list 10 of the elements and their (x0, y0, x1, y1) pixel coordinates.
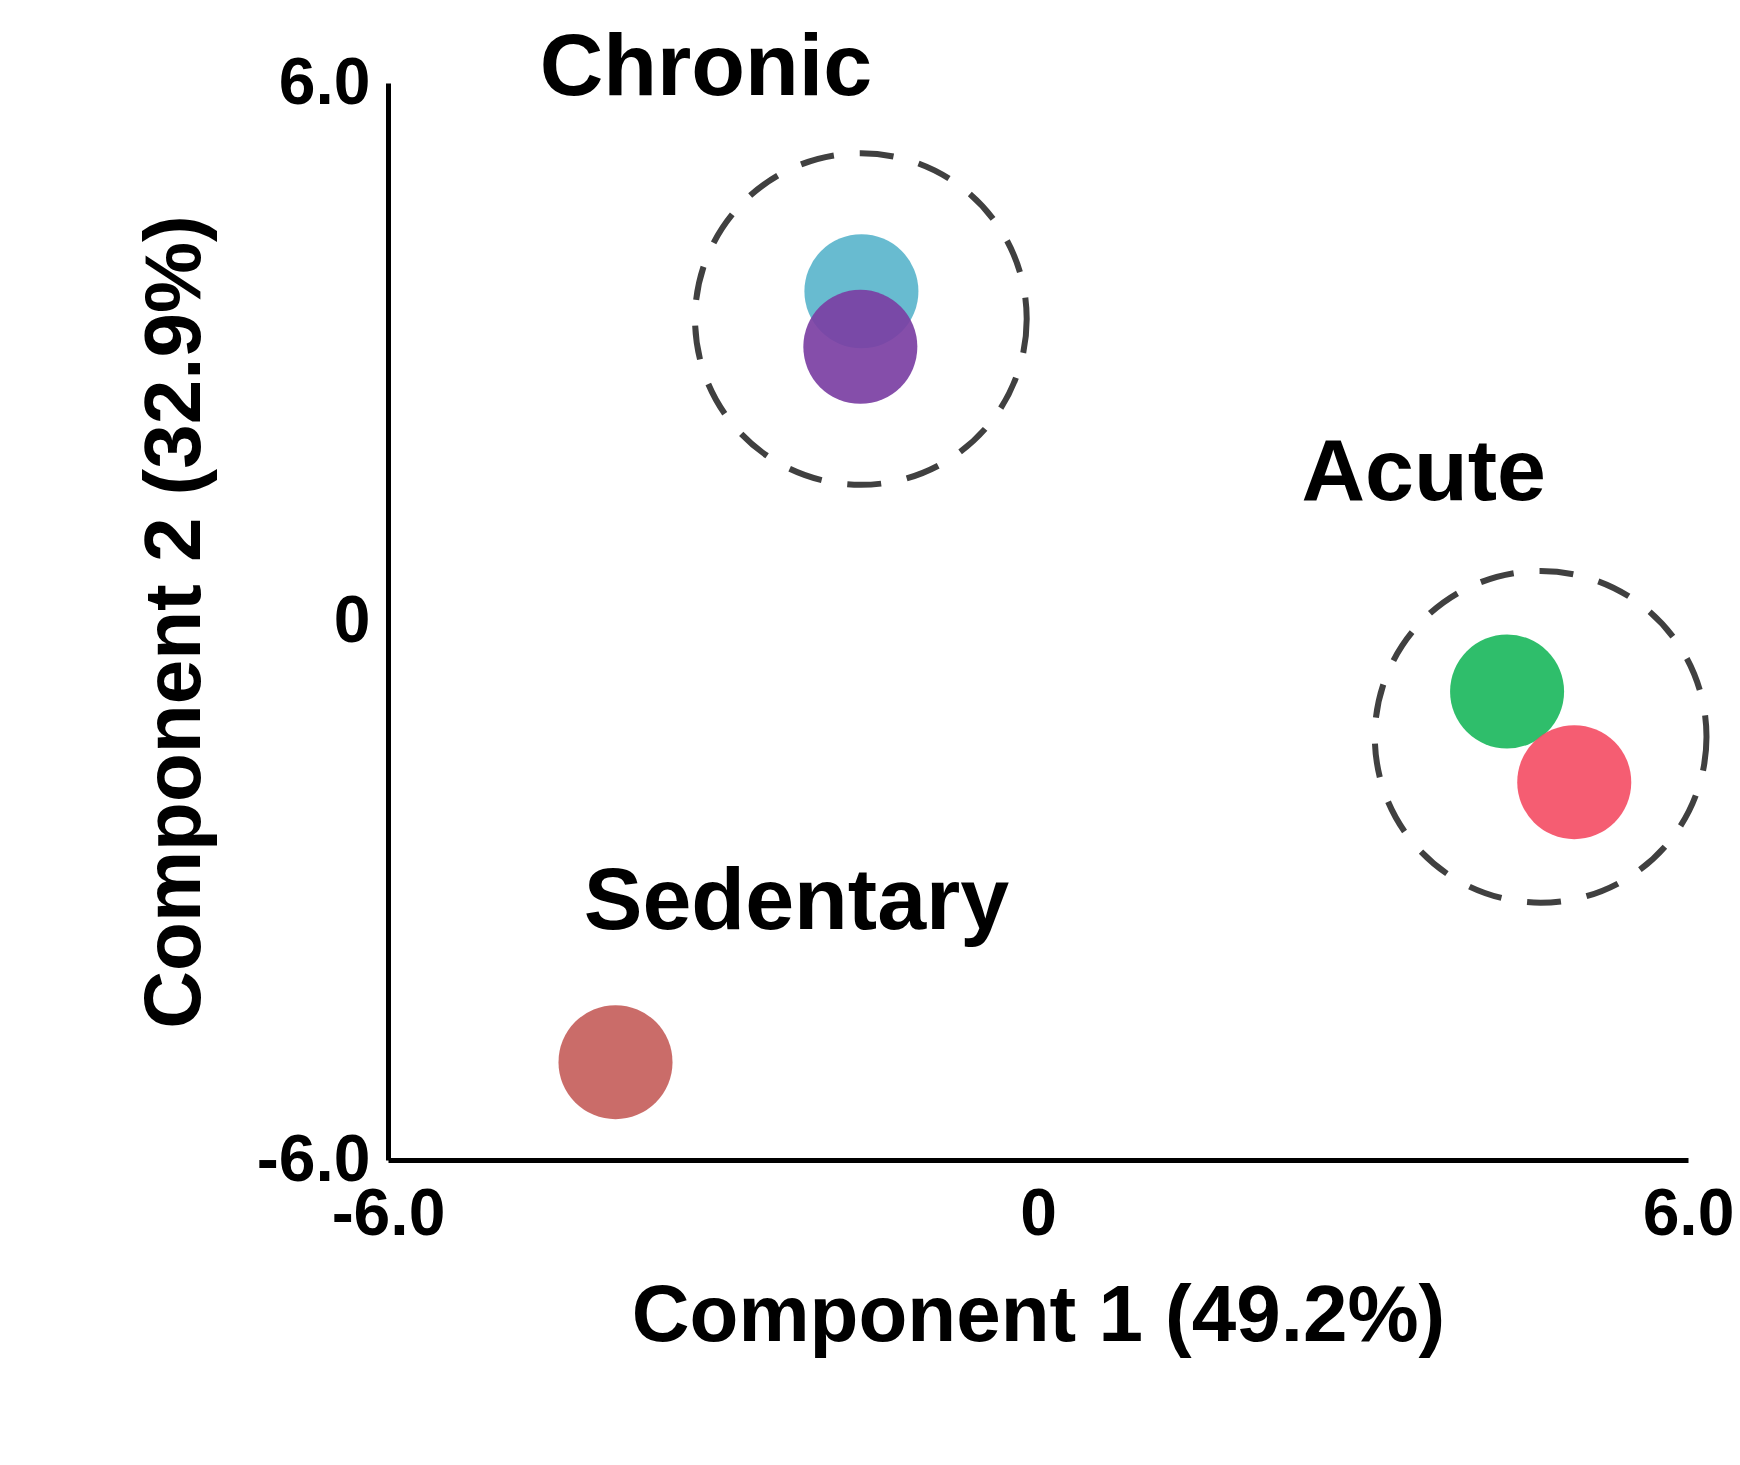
annotation: Chronic (539, 15, 873, 115)
y-axis-title: Component 2 (32.9%) (127, 215, 217, 1029)
x-tick-label: 6.0 (1642, 1174, 1735, 1249)
point (558, 1005, 673, 1120)
y-tick-label: 0 (333, 582, 371, 656)
annotation: Sedentary (583, 849, 1010, 949)
annotation: Acute (1301, 419, 1546, 519)
x-axis-title: Component 1 (49.2%) (631, 1268, 1446, 1358)
x-tick-label: 0 (1020, 1174, 1057, 1249)
y-tick-label: 6.0 (278, 43, 371, 118)
